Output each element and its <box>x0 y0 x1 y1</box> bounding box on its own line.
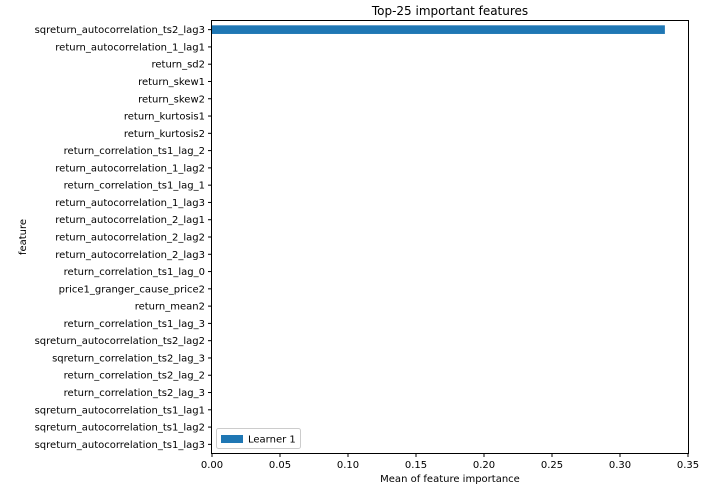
y-tick-label: sqreturn_correlation_ts2_lag_3 <box>52 353 205 364</box>
x-tick-label: 0.20 <box>473 460 495 471</box>
y-tick-label: price1_granger_cause_price2 <box>59 284 205 295</box>
x-tick-label: 0.25 <box>541 460 563 471</box>
x-axis-ticks: 0.00 0.05 0.10 0.15 0.20 0.25 0.30 0.35 <box>201 453 699 471</box>
x-tick-label: 0.15 <box>405 460 427 471</box>
x-tick-label: 0.10 <box>337 460 359 471</box>
bars <box>212 25 665 34</box>
y-tick-label: return_correlation_ts2_lag_2 <box>64 371 205 382</box>
y-tick-label: return_kurtosis1 <box>124 112 205 123</box>
y-tick-label: return_autocorrelation_2_lag1 <box>55 215 205 226</box>
y-axis-ticks: sqreturn_autocorrelation_ts2_lag3 return_… <box>35 25 212 451</box>
legend: Learner 1 <box>216 428 301 449</box>
x-tick-label: 0.35 <box>677 460 699 471</box>
y-tick-label: return_correlation_ts1_lag_2 <box>64 146 205 157</box>
y-tick-label: return_autocorrelation_1_lag2 <box>55 163 205 174</box>
y-tick-label: return_skew1 <box>138 77 205 88</box>
legend-swatch <box>221 435 243 443</box>
y-tick-label: sqreturn_autocorrelation_ts1_lag3 <box>35 440 205 451</box>
y-tick-label: sqreturn_autocorrelation_ts2_lag3 <box>35 25 205 36</box>
y-tick-label: return_correlation_ts1_lag_3 <box>64 319 205 330</box>
y-tick-label: sqreturn_autocorrelation_ts1_lag2 <box>35 423 205 434</box>
bar <box>212 25 665 34</box>
y-tick-label: return_autocorrelation_2_lag3 <box>55 250 205 261</box>
y-tick-label: return_correlation_ts2_lag_3 <box>64 388 205 399</box>
y-tick-label: return_kurtosis2 <box>124 129 205 140</box>
x-tick-label: 0.00 <box>201 460 223 471</box>
legend-label: Learner 1 <box>248 435 296 446</box>
x-axis-label: Mean of feature importance <box>380 474 520 485</box>
x-tick-label: 0.05 <box>269 460 291 471</box>
y-tick-label: return_autocorrelation_2_lag2 <box>55 233 205 244</box>
legend-box <box>216 428 301 449</box>
y-axis-label: feature <box>18 219 29 255</box>
y-tick-label: return_mean2 <box>135 302 205 313</box>
plot-frame <box>211 20 689 454</box>
y-tick-label: sqreturn_autocorrelation_ts2_lag2 <box>35 336 205 347</box>
chart-title: Top-25 important features <box>371 4 528 18</box>
y-tick-label: return_autocorrelation_1_lag1 <box>55 42 205 53</box>
y-tick-label: return_skew2 <box>138 94 205 105</box>
y-tick-label: return_correlation_ts1_lag_0 <box>64 267 205 278</box>
y-tick-label: return_sd2 <box>152 60 206 71</box>
x-tick-label: 0.30 <box>609 460 631 471</box>
y-tick-label: sqreturn_autocorrelation_ts1_lag1 <box>35 405 205 416</box>
y-tick-label: return_autocorrelation_1_lag3 <box>55 198 205 209</box>
y-tick-label: return_correlation_ts1_lag_1 <box>64 181 205 192</box>
